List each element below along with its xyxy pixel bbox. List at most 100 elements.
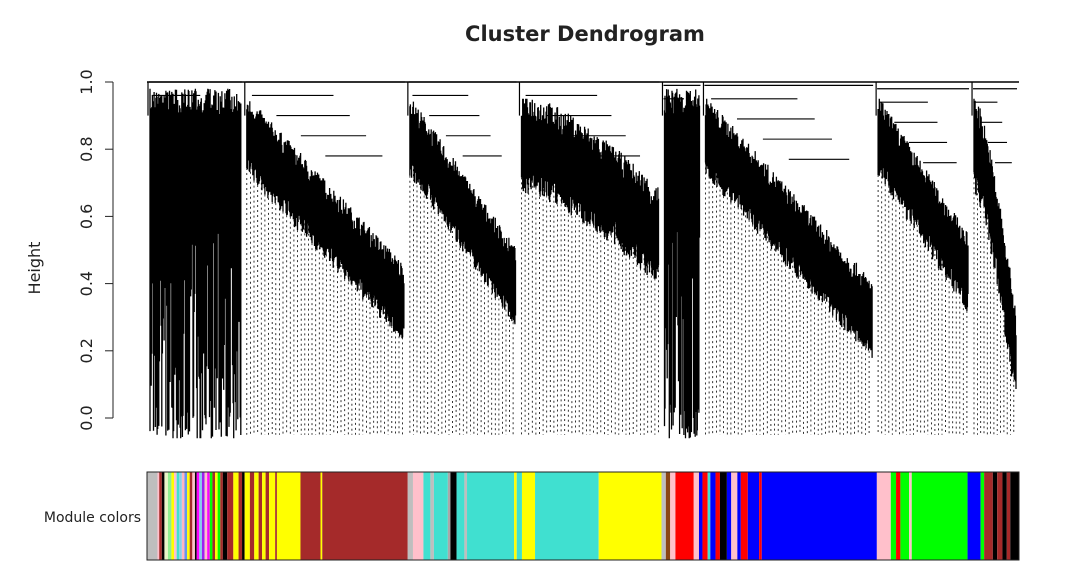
module-color-segment: [747, 472, 760, 560]
branch-leaves: [704, 98, 873, 358]
module-color-segment: [157, 472, 160, 560]
dendrogram-branch: [702, 82, 874, 435]
module-color-segment: [159, 472, 162, 560]
module-color-segment: [215, 472, 218, 560]
module-color-segment: [598, 472, 662, 560]
module-color-segment: [900, 472, 910, 560]
y-axis: 0.0 0.2 0.4 0.6 0.8 1.0: [77, 69, 114, 431]
module-color-segment: [238, 472, 243, 560]
dendrogram-branch: [875, 82, 970, 435]
module-color-segment: [675, 472, 694, 560]
module-color-segment: [423, 472, 431, 560]
module-color-bar: [146, 471, 1020, 561]
module-color-segment: [447, 472, 451, 560]
module-color-segment: [227, 472, 234, 560]
module-color-segment: [217, 472, 221, 560]
module-color-segment: [731, 472, 738, 560]
module-color-segment: [167, 472, 172, 560]
module-color-segment: [514, 472, 517, 560]
module-color-segment: [715, 472, 720, 560]
module-color-segment: [992, 472, 998, 560]
module-color-segment: [726, 472, 732, 560]
y-tick-label: 0.6: [77, 204, 96, 229]
module-color-segment: [407, 472, 413, 560]
module-color-segment: [710, 472, 716, 560]
module-color-segment: [212, 472, 216, 560]
y-ticks: 0.0 0.2 0.4 0.6 0.8 1.0: [77, 69, 113, 431]
dendrogram-branch: [971, 82, 1017, 435]
module-color-segment: [275, 472, 277, 560]
leaf-dotted-lines: [705, 162, 870, 435]
branch-leaves: [663, 88, 701, 439]
module-color-segment: [464, 472, 468, 560]
module-color-segment: [194, 472, 197, 560]
module-color-segment: [249, 472, 255, 560]
leaf-dotted-lines: [409, 164, 514, 435]
module-color-segment: [759, 472, 762, 560]
module-color-segment: [698, 472, 703, 560]
module-color-segment: [184, 472, 188, 560]
module-color-segment: [984, 472, 993, 560]
module-color-segment: [890, 472, 897, 560]
module-color-segment: [911, 472, 968, 560]
module-color-segment: [179, 472, 182, 560]
module-color-segment: [876, 472, 891, 560]
module-color-segment: [521, 472, 536, 560]
module-color-segment: [320, 472, 323, 560]
leaf-dotted-lines: [877, 161, 968, 435]
module-color-segment: [300, 472, 321, 560]
module-color-segment: [1002, 472, 1007, 560]
module-color-segment: [702, 472, 708, 560]
module-color-segment: [147, 472, 158, 560]
module-color-segment: [222, 472, 228, 560]
module-color-segment: [204, 472, 208, 560]
module-color-segment: [322, 472, 408, 560]
module-color-segment: [161, 472, 165, 560]
module-color-segment: [192, 472, 195, 560]
branch-leaves: [246, 101, 405, 339]
module-color-segment: [433, 472, 448, 560]
branch-leaves: [409, 101, 517, 325]
module-color-segment: [276, 472, 301, 560]
module-color-segment: [707, 472, 711, 560]
module-color-segment: [220, 472, 223, 560]
module-color-segment: [693, 472, 699, 560]
dendrogram-branch: [147, 81, 242, 439]
module-color-segment: [201, 472, 205, 560]
module-color-bar-frame: [146, 471, 1020, 561]
module-color-segment: [670, 472, 676, 560]
module-color-segment: [909, 472, 912, 560]
module-color-segment: [967, 472, 981, 560]
module-color-segment: [209, 472, 213, 560]
module-color-segment: [761, 472, 877, 560]
branch-leaves: [877, 98, 969, 311]
module-color-segment: [242, 472, 245, 560]
y-tick-label: 0.8: [77, 136, 96, 161]
module-color-segment: [189, 472, 193, 560]
y-tick-label: 1.0: [77, 69, 96, 94]
module-color-segment: [171, 472, 175, 560]
dendrogram-branch: [518, 81, 660, 435]
module-color-segment: [262, 472, 266, 560]
dendrogram-tree: [147, 81, 1019, 439]
branch-leaves: [149, 88, 242, 439]
y-tick-label: 0.0: [77, 405, 96, 430]
dendrogram-branch: [661, 82, 701, 439]
module-color-segment: [430, 472, 434, 560]
y-tick-label: 0.4: [77, 271, 96, 296]
module-color-segment: [176, 472, 180, 560]
dendrogram-branch: [244, 81, 405, 435]
module-color-segment: [1010, 472, 1019, 560]
module-color-segment: [737, 472, 741, 560]
leaf-dotted-lines: [521, 167, 659, 435]
module-color-segment: [997, 472, 1003, 560]
module-color-segment: [450, 472, 457, 560]
branch-leaves: [520, 98, 660, 279]
module-colors-label: Module colors: [44, 510, 141, 526]
module-color-segment: [980, 472, 985, 560]
module-color-segment: [181, 472, 185, 560]
module-color-segment: [412, 472, 424, 560]
module-color-segment: [187, 472, 190, 560]
module-color-segment: [661, 472, 666, 560]
